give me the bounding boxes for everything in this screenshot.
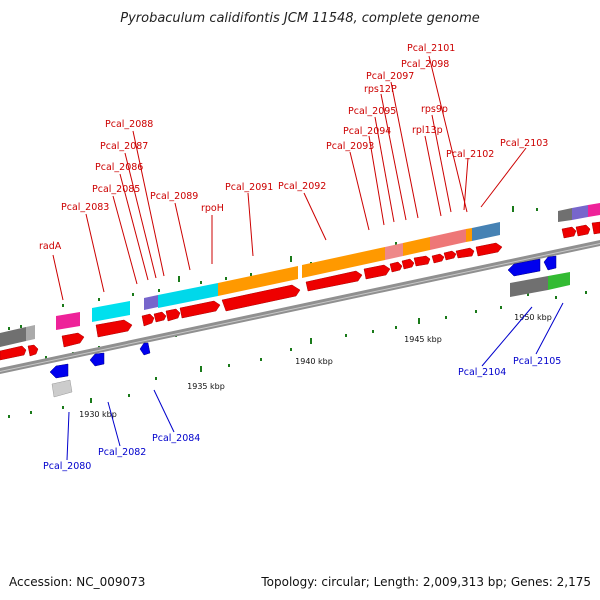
label-rps12P: rps12P [364,84,397,95]
reverse-genes [49,255,557,379]
label-pcal-2103: Pcal_2103 [500,138,548,149]
tick-label-1950: 1950 kbp [514,313,552,322]
label-pcal-2097: Pcal_2097 [366,71,414,82]
label-pcal-2086: Pcal_2086 [95,162,143,173]
label-pcal-2087: Pcal_2087 [100,141,148,152]
footer-topology: Topology: circular; Length: 2,009,313 bp… [260,575,591,589]
label-leaders-upper [52,55,527,301]
label-pcal-2089: Pcal_2089 [150,191,198,202]
tick-label-1945: 1945 kbp [404,335,442,344]
label-pcal-2098: Pcal_2098 [401,59,449,70]
gray-gene [51,379,73,398]
forward-genes [0,221,600,361]
label-pcal-2080: Pcal_2080 [43,461,91,472]
label-pcal-2105: Pcal_2105 [513,356,561,367]
label-rpl13p: rpl13p [412,125,443,136]
label-pcal-2095: Pcal_2095 [348,106,396,117]
gene-labels-lower: Pcal_2080 Pcal_2082 Pcal_2084 Pcal_2104 … [43,356,561,472]
label-pcal-2093: Pcal_2093 [326,141,374,152]
tick-label-1935: 1935 kbp [187,382,225,391]
label-radA: radA [39,241,62,252]
label-pcal-2084: Pcal_2084 [152,433,200,444]
label-pcal-2104: Pcal_2104 [458,367,506,378]
label-rps9p: rps9p [421,104,448,115]
label-rpoH: rpoH [201,203,224,214]
map-title: Pyrobaculum calidifontis JCM 11548, comp… [120,11,480,26]
tick-label-1930: 1930 kbp [79,410,117,419]
label-pcal-2085: Pcal_2085 [92,184,140,195]
label-pcal-2094: Pcal_2094 [343,126,391,137]
genome-backbone [0,240,600,374]
label-pcal-2092: Pcal_2092 [278,181,326,192]
tick-label-1940: 1940 kbp [295,357,333,366]
label-pcal-2101: Pcal_2101 [407,43,455,54]
feature-blocks [0,203,600,347]
label-pcal-2083: Pcal_2083 [61,202,109,213]
footer-accession: Accession: NC_009073 [9,575,145,589]
label-pcal-2091: Pcal_2091 [225,182,273,193]
label-pcal-2088: Pcal_2088 [105,119,153,130]
label-pcal-2082: Pcal_2082 [98,447,146,458]
gene-labels-upper: radA Pcal_2083 Pcal_2085 Pcal_2086 Pcal_… [39,43,548,252]
label-leaders-lower [66,302,564,461]
label-pcal-2102: Pcal_2102 [446,149,494,160]
